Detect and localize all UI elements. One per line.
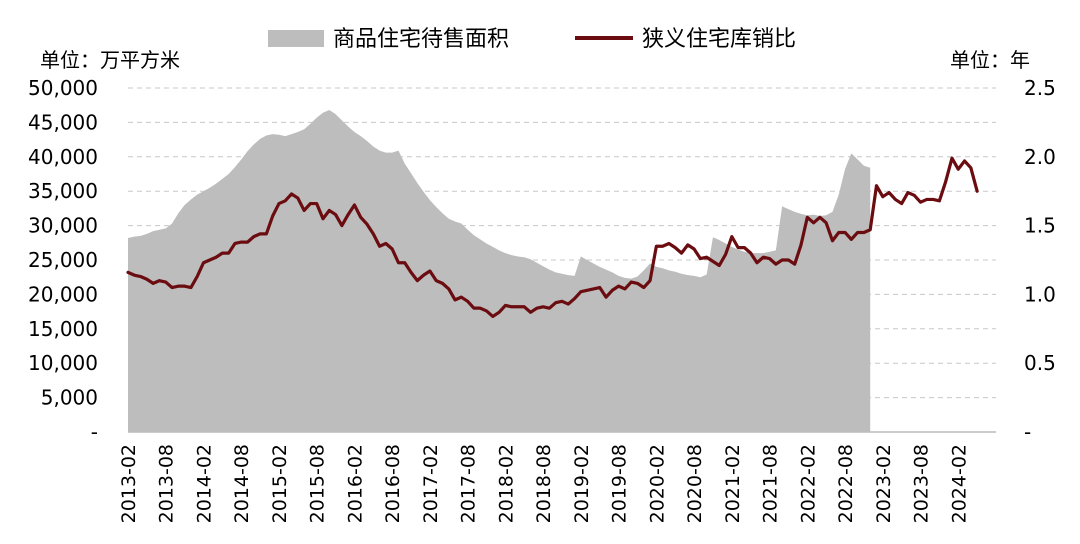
area-series-inventory <box>128 110 871 433</box>
x-tick-label: 2022-08 <box>835 444 857 523</box>
left-axis-unit-label: 单位：万平方米 <box>40 48 180 72</box>
x-tick-label: 2013-08 <box>156 444 178 523</box>
right-tick-label: 1.0 <box>1024 282 1056 306</box>
x-tick-label: 2015-02 <box>269 444 291 523</box>
x-tick-label: 2014-08 <box>231 444 253 523</box>
legend-area-swatch <box>268 30 324 47</box>
left-tick-label: 30,000 <box>28 214 98 238</box>
legend: 商品住宅待售面积 狭义住宅库销比 <box>268 27 796 52</box>
legend-line-label: 狭义住宅库销比 <box>642 27 796 52</box>
x-tick-label: 2024-02 <box>948 444 970 523</box>
left-tick-label: 50,000 <box>28 76 98 100</box>
legend-area-label: 商品住宅待售面积 <box>333 27 509 52</box>
x-tick-label: 2019-08 <box>609 444 631 523</box>
x-tick-label: 2013-02 <box>118 444 140 523</box>
left-tick-label: 15,000 <box>28 317 98 341</box>
x-tick-label: 2017-02 <box>420 444 442 523</box>
x-tick-label: 2014-02 <box>193 444 215 523</box>
x-tick-label: 2022-02 <box>797 444 819 523</box>
right-tick-label: 2.0 <box>1024 145 1056 169</box>
x-tick-label: 2021-02 <box>722 444 744 523</box>
x-tick-label: 2016-08 <box>382 444 404 523</box>
x-tick-label: 2017-08 <box>458 444 480 523</box>
left-axis-ticks: - 5,000 10,000 15,000 20,000 25,000 30,000 35,0… <box>28 76 98 444</box>
right-axis-unit-label: 单位：年 <box>950 48 1030 72</box>
x-tick-label: 2018-02 <box>495 444 517 523</box>
x-tick-label: 2016-02 <box>344 444 366 523</box>
left-tick-label: 5,000 <box>41 386 98 410</box>
x-tick-label: 2020-02 <box>646 444 668 523</box>
right-tick-label: - <box>1024 420 1031 444</box>
x-tick-label: 2018-08 <box>533 444 555 523</box>
right-tick-label: 0.5 <box>1024 351 1056 375</box>
line-series-layer <box>126 156 979 319</box>
left-tick-label: 10,000 <box>28 351 98 375</box>
left-tick-label: 20,000 <box>28 282 98 306</box>
x-tick-label: 2021-08 <box>760 444 782 523</box>
area-series-layer <box>128 110 871 433</box>
left-tick-label: - <box>91 420 98 444</box>
x-tick-label: 2023-02 <box>873 444 895 523</box>
left-tick-label: 45,000 <box>28 110 98 134</box>
x-axis-ticks: 2013-02 2013-08 2014-02 2014-08 2015-02 2015-… <box>118 444 970 523</box>
line-series-inventory-sales-ratio <box>126 156 979 319</box>
x-tick-label: 2019-02 <box>571 444 593 523</box>
left-tick-label: 25,000 <box>28 248 98 272</box>
x-tick-label: 2020-08 <box>684 444 706 523</box>
left-tick-label: 35,000 <box>28 179 98 203</box>
right-axis-ticks: - 0.5 1.0 1.5 2.0 2.5 <box>1024 76 1056 444</box>
x-tick-label: 2023-08 <box>911 444 933 523</box>
right-tick-label: 2.5 <box>1024 76 1056 100</box>
x-tick-label: 2015-08 <box>307 444 329 523</box>
left-tick-label: 40,000 <box>28 145 98 169</box>
right-tick-label: 1.5 <box>1024 214 1056 238</box>
